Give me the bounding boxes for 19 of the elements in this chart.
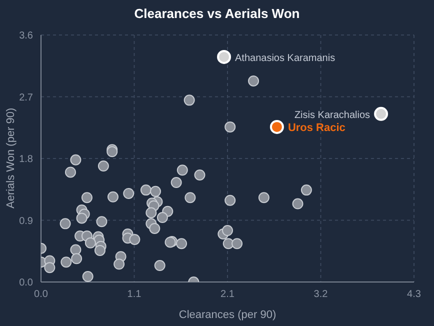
y-tick-label: 0.9 (19, 216, 34, 227)
y-tick-label: 0.0 (19, 278, 34, 289)
x-tick-label: 4.3 (407, 289, 422, 300)
point (217, 50, 232, 64)
point (270, 120, 284, 134)
series-label: Athanasios Karamanis (235, 52, 336, 64)
series-label: Uros Racic (288, 122, 346, 134)
y-tick-label: 3.6 (19, 30, 34, 42)
point (374, 106, 388, 121)
x-axis-title: Clearances (per 90) (178, 309, 276, 321)
x-tick-label: 2.1 (220, 289, 235, 300)
chart-title: Clearances vs Aerials Won (133, 6, 301, 21)
y-tick-label: 1.8 (19, 154, 34, 166)
x-tick-label: 3.2 (314, 289, 328, 300)
y-axis-title: Aerials Won (per 90) (4, 108, 17, 208)
series-label: Zisis Karachalios (294, 110, 370, 121)
y-tick-label: 2.7 (19, 92, 34, 104)
x-tick-label: 0.0 (34, 289, 48, 300)
x-tick-label: 1.1 (127, 289, 142, 300)
